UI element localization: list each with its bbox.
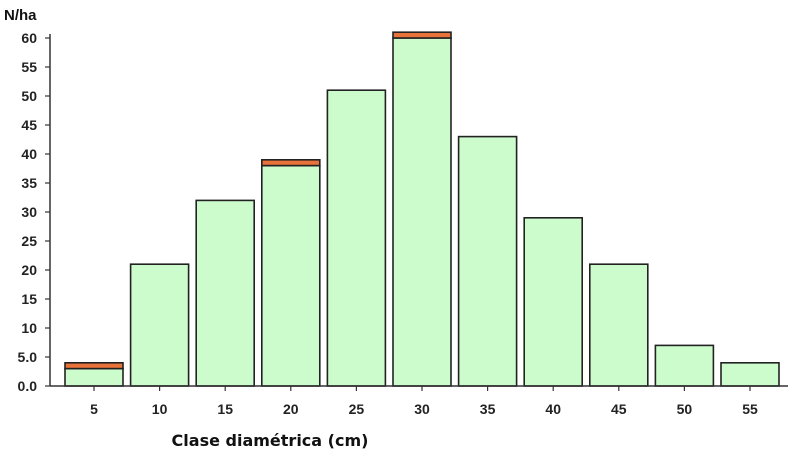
x-axis: 5 10 15 20 25 30 35 40 45 50 55 (50, 385, 788, 417)
bar-50 (654, 344, 715, 387)
y-tick-label: 45 (21, 117, 37, 133)
x-tick-label: 40 (545, 401, 561, 417)
y-tick-label: 40 (21, 146, 37, 162)
y-tick-label: 5.0 (18, 349, 38, 365)
bar-10 (129, 263, 190, 387)
x-tick-label: 55 (742, 401, 758, 417)
y-tick-label: 25 (21, 233, 37, 249)
bar-15 (195, 199, 255, 387)
y-axis: 0.0 5.0 10 15 20 25 30 35 40 45 50 55 60 (18, 30, 51, 394)
x-tick-label: 10 (152, 401, 168, 417)
y-tick-label: 10 (21, 320, 37, 336)
x-tick-label: 45 (611, 401, 627, 417)
y-tick-label: 35 (21, 175, 37, 191)
x-tick-label: 35 (480, 401, 496, 417)
y-tick-label: 20 (21, 262, 37, 278)
x-tick-label: 25 (349, 401, 365, 417)
x-tick-label: 30 (414, 401, 430, 417)
y-tick-label: 60 (21, 30, 37, 46)
y-axis-label: N/ha (4, 7, 37, 24)
x-axis-title: Clase diamétrica (cm) (172, 431, 369, 450)
bar-top-segment-30 (392, 31, 452, 39)
y-tick-label: 30 (21, 204, 37, 220)
bar-30 (392, 37, 452, 387)
bar-top-segment-20 (260, 159, 321, 167)
bar-35 (457, 135, 518, 387)
y-tick-label: 0.0 (18, 378, 38, 394)
bar-45 (588, 263, 649, 387)
x-tick-label: 20 (283, 401, 299, 417)
x-tick-label: 50 (677, 401, 693, 417)
y-tick-label: 50 (21, 88, 37, 104)
x-tick-label: 15 (217, 401, 233, 417)
x-tick-label: 5 (90, 401, 98, 417)
bar-20 (260, 164, 321, 387)
bar-5 (64, 367, 124, 387)
bar-55 (720, 361, 780, 387)
bar-top-segment-5 (64, 361, 124, 370)
bars (64, 31, 780, 387)
y-tick-label: 55 (21, 59, 37, 75)
bar-25 (326, 89, 387, 387)
y-tick-label: 15 (21, 291, 37, 307)
bar-40 (523, 217, 584, 387)
